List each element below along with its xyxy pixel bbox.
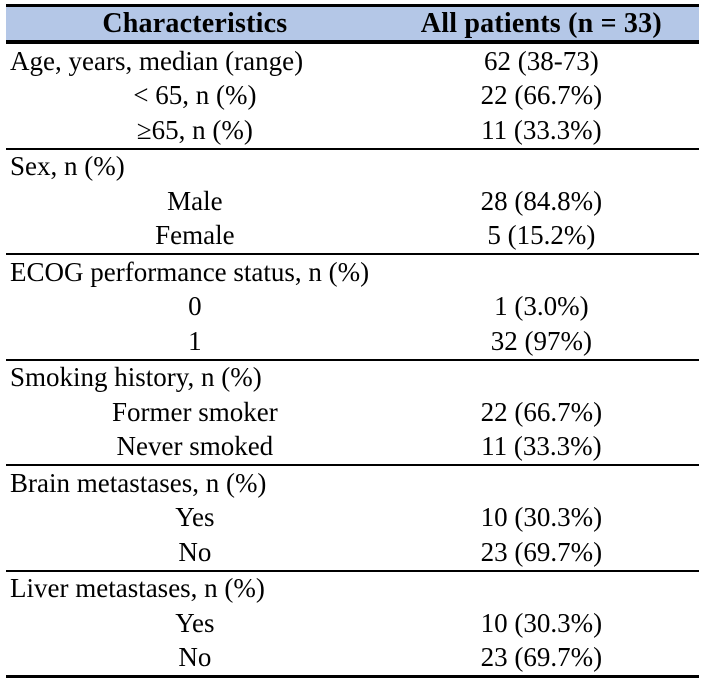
patient-characteristics-table: Characteristics All patients (n = 33) Ag…: [6, 4, 699, 678]
header-cell-all-patients: All patients (n = 33): [383, 4, 699, 44]
row-label: Smoking history, n (%): [10, 362, 262, 393]
row-value: 11 (33.3%): [481, 431, 602, 462]
table-row: Female 5 (15.2%): [6, 219, 699, 255]
row-value: [384, 254, 699, 290]
table-row: No 23 (69.7%): [6, 535, 699, 571]
table-row: Yes 10 (30.3%): [6, 606, 699, 641]
row-label: No: [178, 642, 212, 673]
row-value: 62 (38-73): [483, 45, 599, 76]
row-label: ≥65, n (%): [136, 114, 253, 145]
row-value: 32 (97%): [490, 325, 592, 356]
table-section: Smoking history, n (%) Former smoker 22 (6…: [6, 360, 699, 466]
row-value: 22 (66.7%): [480, 396, 603, 427]
row-label: Former smoker: [111, 396, 278, 427]
table-section: ECOG performance status, n (%) 0 1 (3.0%) 1…: [6, 254, 699, 360]
row-label: Yes: [175, 502, 215, 533]
row-value: [384, 360, 699, 396]
table-row: Never smoked 11 (33.3%): [6, 430, 699, 466]
row-value: 22 (66.7%): [480, 80, 603, 111]
row-value: 10 (30.3%): [480, 607, 603, 638]
row-value: 28 (84.8%): [480, 185, 603, 216]
table-section: Sex, n (%) Male 28 (84.8%) Female 5 (15.2%): [6, 149, 699, 255]
table-row: < 65, n (%) 22 (66.7%): [6, 79, 699, 114]
table-row: Sex, n (%): [6, 149, 699, 185]
table-section: Liver metastases, n (%) Yes 10 (30.3%) No 23…: [6, 571, 699, 677]
row-value: 23 (69.7%): [480, 536, 603, 567]
table-row: No 23 (69.7%): [6, 641, 699, 677]
table-row: ECOG performance status, n (%): [6, 254, 699, 290]
table-row: 0 1 (3.0%): [6, 290, 699, 325]
table-row: 1 32 (97%): [6, 324, 699, 360]
row-label: Male: [167, 185, 223, 216]
row-label: ECOG performance status, n (%): [10, 256, 370, 287]
row-label: Yes: [175, 607, 215, 638]
row-label: 1: [188, 325, 202, 356]
header-row: Characteristics All patients (n = 33): [6, 4, 699, 44]
row-value: 5 (15.2%): [487, 220, 596, 251]
table-header: Characteristics All patients (n = 33): [6, 4, 699, 44]
row-label: Female: [155, 220, 235, 251]
row-value: 1 (3.0%): [494, 291, 589, 322]
row-value: [384, 571, 699, 607]
row-value: [384, 465, 699, 501]
table-row: Male 28 (84.8%): [6, 184, 699, 219]
row-value: 11 (33.3%): [481, 114, 602, 145]
table-row: Former smoker 22 (66.7%): [6, 395, 699, 430]
row-label: Age, years, median (range): [10, 45, 304, 76]
table-row: Liver metastases, n (%): [6, 571, 699, 607]
row-label: Never smoked: [116, 431, 274, 462]
row-value: 23 (69.7%): [480, 642, 603, 673]
row-label: Sex, n (%): [10, 151, 125, 182]
row-label: < 65, n (%): [133, 80, 257, 111]
row-label: Liver metastases, n (%): [10, 573, 265, 604]
table-section: Brain metastases, n (%) Yes 10 (30.3%) No 23…: [6, 465, 699, 571]
row-value: [384, 149, 699, 185]
table-row: Yes 10 (30.3%): [6, 501, 699, 536]
header-cell-characteristics: Characteristics: [6, 4, 384, 44]
table-section: Age, years, median (range) 62 (38-73) < 65…: [6, 42, 699, 149]
table-row: Age, years, median (range) 62 (38-73): [6, 42, 699, 79]
row-label: Brain metastases, n (%): [10, 467, 267, 498]
table-row: Brain metastases, n (%): [6, 465, 699, 501]
table-row: Smoking history, n (%): [6, 360, 699, 396]
row-label: No: [178, 536, 212, 567]
row-label: 0: [188, 291, 202, 322]
row-value: 10 (30.3%): [480, 502, 603, 533]
table-row: ≥65, n (%) 11 (33.3%): [6, 113, 699, 149]
